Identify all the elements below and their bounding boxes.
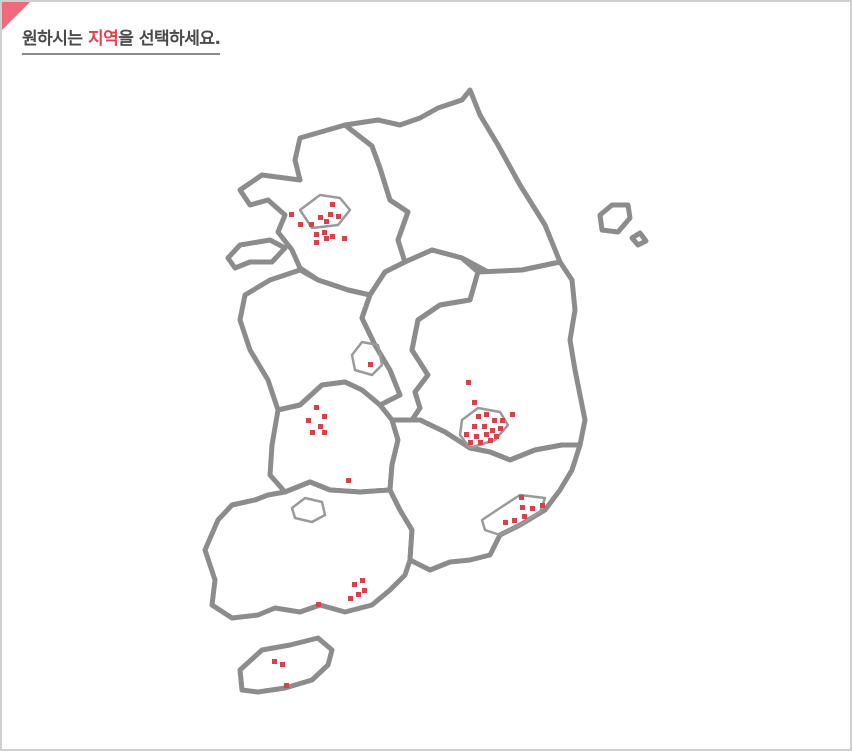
marker[interactable] <box>468 440 473 445</box>
boundary-gwangju <box>290 496 327 524</box>
marker[interactable] <box>488 438 493 443</box>
marker[interactable] <box>476 414 481 419</box>
marker[interactable] <box>466 380 471 385</box>
marker[interactable] <box>322 430 327 435</box>
marker[interactable] <box>498 426 503 431</box>
marker[interactable] <box>540 503 545 508</box>
title-prefix: 원하시는 <box>22 29 88 49</box>
marker[interactable] <box>362 588 367 593</box>
marker[interactable] <box>330 202 335 207</box>
marker[interactable] <box>289 212 294 217</box>
title-highlight: 지역 <box>87 29 119 49</box>
marker[interactable] <box>324 236 329 241</box>
marker[interactable] <box>272 659 277 664</box>
marker[interactable] <box>306 418 311 423</box>
marker[interactable] <box>318 215 323 220</box>
marker[interactable] <box>360 578 365 583</box>
markers-daejeon <box>306 362 373 483</box>
marker[interactable] <box>522 514 527 519</box>
boundary-seoul <box>298 193 352 230</box>
marker[interactable] <box>314 405 319 410</box>
marker[interactable] <box>472 424 477 429</box>
markers-busan <box>503 495 545 525</box>
region-dokdo[interactable] <box>629 230 649 248</box>
marker[interactable] <box>356 592 361 597</box>
marker[interactable] <box>316 602 321 607</box>
marker[interactable] <box>280 662 285 667</box>
marker[interactable] <box>464 432 469 437</box>
corner-ribbon <box>2 2 30 30</box>
marker[interactable] <box>512 518 517 523</box>
marker[interactable] <box>494 434 499 439</box>
boundary-daegu <box>458 406 510 450</box>
marker[interactable] <box>322 414 327 419</box>
marker[interactable] <box>348 596 353 601</box>
marker[interactable] <box>342 236 347 241</box>
boundary-sejong <box>350 340 384 377</box>
region-ulleungdo[interactable] <box>597 202 633 235</box>
marker[interactable] <box>510 412 515 417</box>
marker[interactable] <box>500 418 505 423</box>
marker[interactable] <box>284 683 289 688</box>
marker[interactable] <box>484 412 489 417</box>
markers-daegu <box>464 380 515 445</box>
region-jeju[interactable] <box>237 635 335 695</box>
markers-seoul <box>289 202 347 245</box>
markers-jeju <box>272 659 289 688</box>
markers-jeonnam <box>316 578 367 607</box>
boundary-busan <box>480 493 547 537</box>
marker[interactable] <box>368 362 373 367</box>
marker[interactable] <box>352 582 357 587</box>
marker[interactable] <box>310 430 315 435</box>
region-jeonnam[interactable] <box>202 479 415 621</box>
marker[interactable] <box>309 222 314 227</box>
marker[interactable] <box>330 234 335 239</box>
marker[interactable] <box>503 520 508 525</box>
marker[interactable] <box>318 424 323 429</box>
marker[interactable] <box>346 478 351 483</box>
marker[interactable] <box>298 222 303 227</box>
marker[interactable] <box>322 230 327 235</box>
marker[interactable] <box>336 214 341 219</box>
marker[interactable] <box>520 505 525 510</box>
marker[interactable] <box>324 219 329 224</box>
marker[interactable] <box>478 440 483 445</box>
marker[interactable] <box>484 432 489 437</box>
marker[interactable] <box>530 506 535 511</box>
marker[interactable] <box>492 418 497 423</box>
marker[interactable] <box>519 495 524 500</box>
marker[interactable] <box>328 212 333 217</box>
page-title: 원하시는 지역을 선택하세요. <box>22 24 221 55</box>
marker[interactable] <box>472 400 477 405</box>
marker[interactable] <box>314 240 319 245</box>
marker[interactable] <box>482 424 487 429</box>
title-suffix: 을 선택하세요. <box>118 29 221 49</box>
marker[interactable] <box>314 232 319 237</box>
region-incheon[interactable] <box>225 237 288 271</box>
marker[interactable] <box>474 434 479 439</box>
marker[interactable] <box>490 428 495 433</box>
